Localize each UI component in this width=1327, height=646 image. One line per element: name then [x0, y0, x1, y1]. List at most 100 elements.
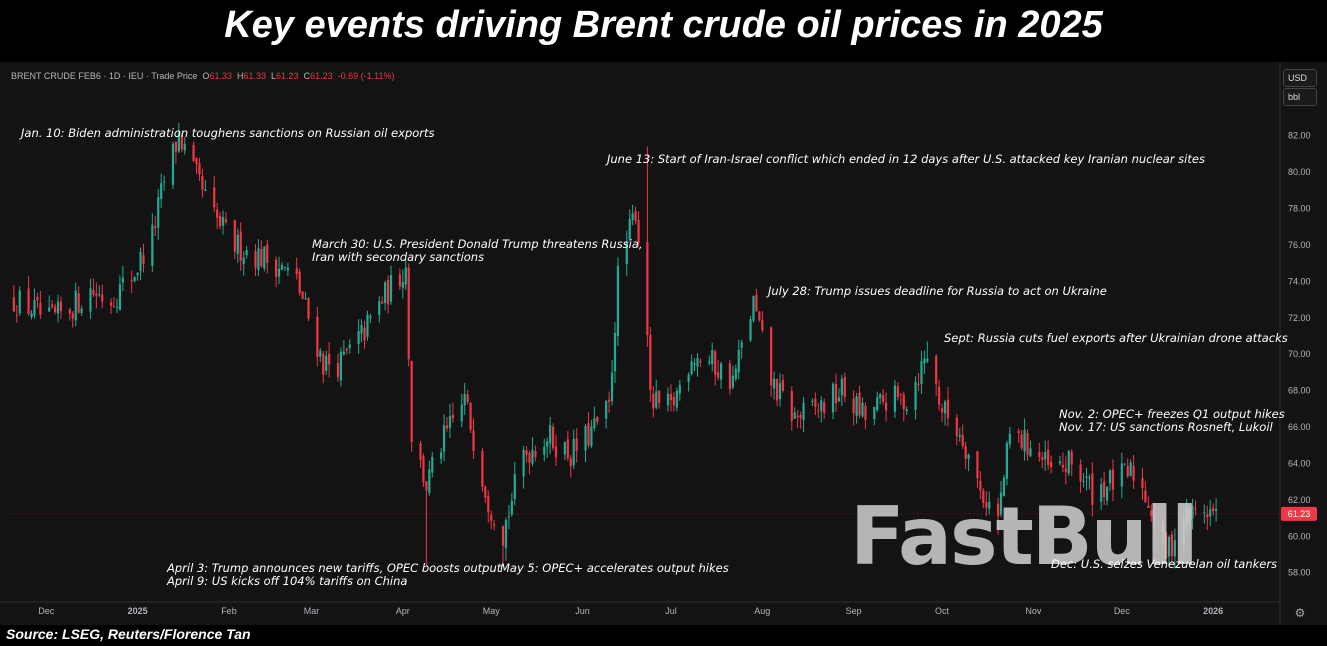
candle-body	[1005, 443, 1008, 479]
candle-body	[1082, 481, 1085, 483]
candle-body	[955, 417, 958, 437]
unit-selector[interactable]: bbl	[1283, 88, 1317, 106]
candle-body	[572, 438, 575, 466]
y-tick-label: 60.00	[1288, 531, 1311, 541]
candle-body	[884, 402, 888, 411]
candle-body	[958, 435, 961, 437]
candle-body	[92, 289, 95, 295]
candle-body	[1129, 462, 1132, 476]
candle-body	[339, 351, 343, 381]
candle-body	[775, 378, 779, 401]
candle-body	[1161, 523, 1165, 533]
candle-body	[858, 392, 861, 416]
x-tick-label: Dec	[38, 606, 55, 616]
x-tick-label: Aug	[754, 606, 770, 616]
candle-body	[118, 284, 122, 310]
candle-body	[157, 197, 160, 228]
x-tick-label: Dec	[1114, 606, 1131, 616]
candle-body	[183, 143, 186, 151]
candle-body	[136, 272, 139, 276]
candle-body	[56, 301, 60, 314]
candle-body	[48, 307, 51, 312]
x-tick-label: 2025	[128, 606, 148, 616]
candle-body	[1088, 477, 1091, 479]
candle-body	[151, 224, 154, 267]
candle-body	[425, 481, 428, 491]
candle-body	[531, 449, 534, 464]
candle-body	[873, 406, 876, 420]
candle-body	[669, 394, 673, 401]
candle-body	[563, 442, 566, 455]
candle-body	[566, 439, 569, 459]
candle-body	[649, 334, 652, 391]
candle-body	[378, 301, 381, 315]
currency-selector[interactable]: USD	[1283, 69, 1317, 87]
candle-body	[422, 456, 425, 483]
candle-body	[946, 399, 950, 419]
candle-body	[1173, 540, 1176, 557]
candle-body	[1188, 508, 1191, 521]
candle-body	[513, 474, 516, 499]
candle-body	[831, 383, 835, 413]
candle-body	[139, 251, 142, 272]
candle-body	[201, 176, 204, 190]
candle-body	[109, 302, 113, 306]
x-tick-label: Jun	[575, 606, 590, 616]
x-tick-label: Mar	[304, 606, 320, 616]
candle-body	[95, 293, 98, 296]
candle-body	[882, 395, 885, 402]
candle-body	[180, 135, 183, 150]
candle-body	[593, 418, 596, 429]
candle-body	[460, 404, 463, 422]
candle-body	[979, 481, 982, 491]
candle-body	[982, 490, 985, 503]
candle-body	[999, 492, 1003, 515]
price-chart[interactable]: 58.00 60.00 62.00 64.00 66.00 68.00 70.00 72.00…	[0, 62, 1327, 625]
candle-body	[590, 426, 593, 447]
gear-icon[interactable]: ⚙	[1294, 606, 1306, 620]
candle-body	[546, 441, 549, 447]
candle-body	[820, 400, 823, 411]
candle-body	[1194, 508, 1197, 510]
candle-body	[342, 351, 345, 355]
candle-body	[369, 315, 372, 318]
candle-body	[587, 423, 590, 446]
candle-body	[1091, 473, 1094, 505]
candle-body	[652, 393, 655, 409]
annotation-apr9: April 9: US kicks off 104% tariffs on Ch…	[167, 574, 408, 588]
candle-body	[1049, 461, 1053, 467]
candle-body	[534, 450, 537, 457]
candle-body	[938, 386, 941, 405]
candle-body	[522, 450, 525, 477]
candle-body	[33, 300, 36, 316]
candle-body	[216, 209, 219, 218]
last-price-label: 61.23	[1288, 509, 1311, 519]
candle-body	[1020, 434, 1023, 449]
candle-body	[336, 362, 340, 377]
candle-body	[266, 244, 269, 263]
candle-body	[204, 189, 207, 191]
candle-body	[1144, 490, 1147, 503]
x-tick-label: May	[483, 606, 501, 616]
candle-body	[51, 304, 54, 308]
candle-body	[554, 446, 558, 458]
candle-body	[1061, 464, 1064, 468]
last-price-badge	[1281, 506, 1317, 521]
candle-body	[481, 451, 484, 487]
candle-body	[466, 394, 469, 402]
x-tick-label: Apr	[396, 606, 410, 616]
candle-body	[325, 355, 328, 371]
y-tick-label: 78.00	[1288, 204, 1311, 214]
candle-body	[384, 282, 387, 304]
candle-body	[510, 500, 513, 515]
candle-body	[920, 361, 923, 385]
candle-body	[277, 268, 281, 277]
candle-body	[731, 375, 734, 388]
candle-body	[607, 399, 611, 402]
candle-body	[1191, 505, 1194, 519]
x-tick-label: 2026	[1203, 606, 1223, 616]
y-tick-label: 58.00	[1288, 568, 1311, 578]
candle-body	[174, 142, 178, 152]
candle-body	[322, 353, 325, 375]
candle-body	[233, 220, 236, 252]
